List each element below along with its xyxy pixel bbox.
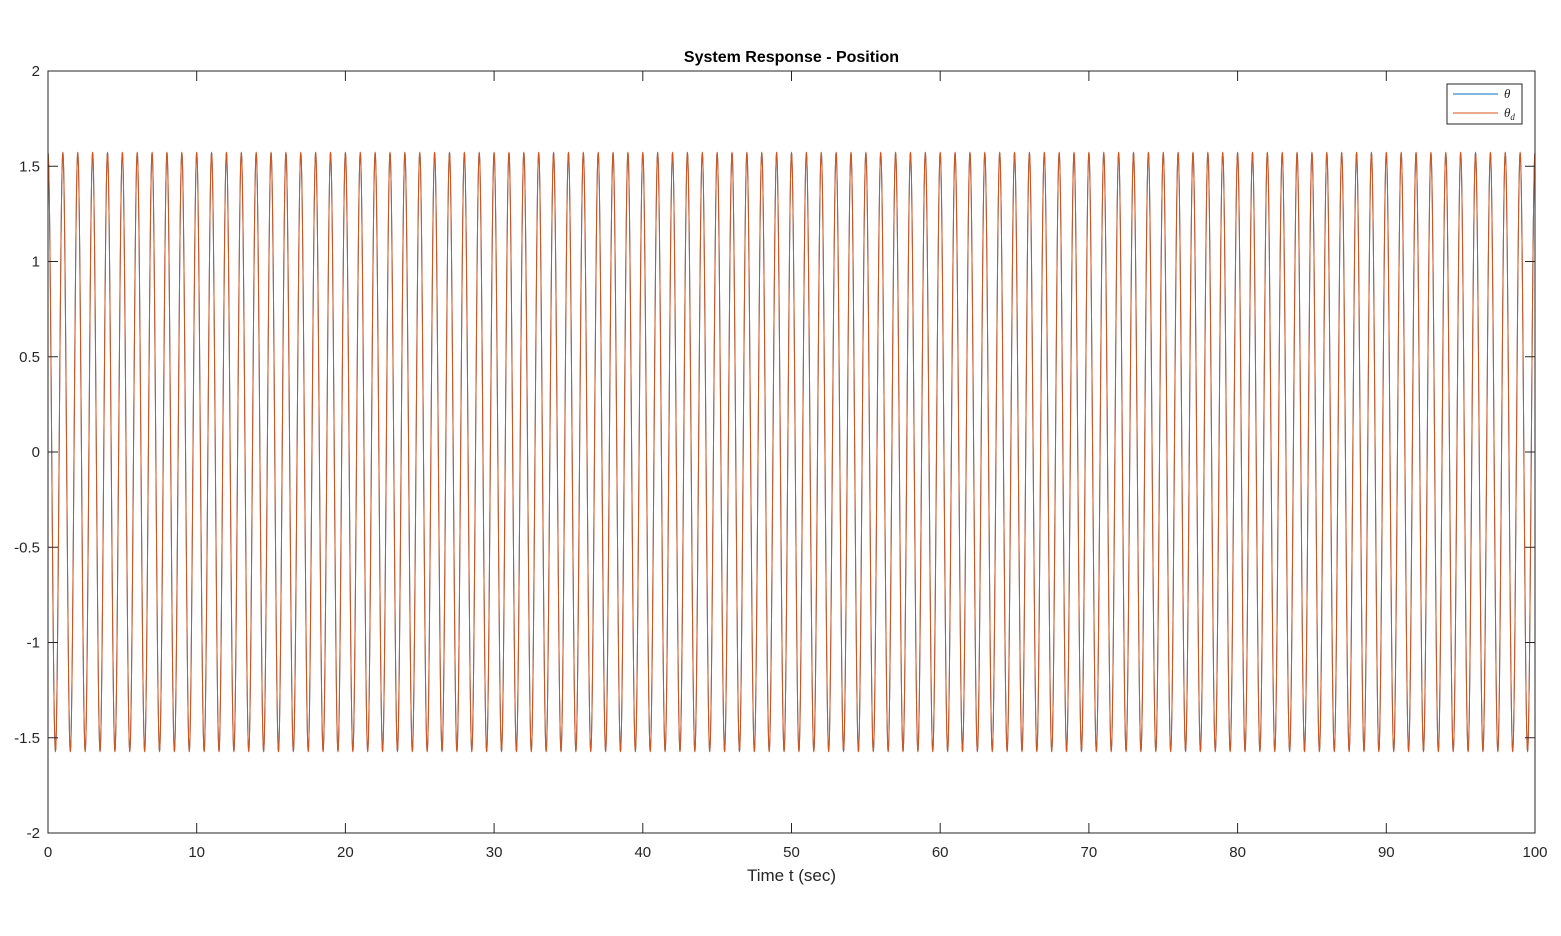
x-tick-label: 50 (783, 844, 800, 861)
chart-title: System Response - Position (684, 49, 899, 66)
x-tick-label: 80 (1229, 844, 1246, 861)
legend-box (1446, 83, 1523, 125)
y-tick-label: -1 (27, 635, 40, 652)
legend-label-theta: θ (1504, 86, 1511, 101)
y-tick-label: 1 (32, 254, 40, 271)
x-tick-label: 20 (337, 844, 354, 861)
x-tick-label: 40 (634, 844, 651, 861)
x-tick-label: 0 (44, 844, 52, 861)
y-tick-label: 1.5 (19, 158, 40, 175)
y-tick-label: 2 (32, 63, 40, 80)
y-tick-label: -0.5 (14, 539, 40, 556)
x-tick-label: 10 (188, 844, 205, 861)
x-tick-label: 30 (486, 844, 503, 861)
axes-background (48, 71, 1535, 833)
series-line-theta-d (47, 151, 1536, 753)
legend-label-theta-d-symbol: θ (1504, 105, 1511, 120)
x-tick-label: 60 (932, 844, 949, 861)
x-tick-label: 70 (1081, 844, 1098, 861)
legend-label-theta-symbol: θ (1504, 86, 1511, 101)
y-tick-label: -1.5 (14, 730, 40, 747)
series-layer (47, 151, 1536, 753)
x-axis-label: Time t (sec) (747, 866, 836, 885)
legend: θ θd (1446, 83, 1523, 125)
x-tick-label: 100 (1522, 844, 1547, 861)
x-tick-label: 90 (1378, 844, 1395, 861)
legend-label-theta-d-subscript: d (1510, 112, 1515, 122)
ticks-layer: 0 10 20 30 40 50 60 70 80 90 100 -2 -1.5 -1 -0.5 0 0.5 1 1… (14, 63, 1547, 861)
y-tick-label: 0.5 (19, 349, 40, 366)
y-tick-label: 0 (32, 444, 40, 461)
legend-label-theta-d: θd (1504, 105, 1515, 122)
y-tick-label: -2 (27, 825, 40, 842)
